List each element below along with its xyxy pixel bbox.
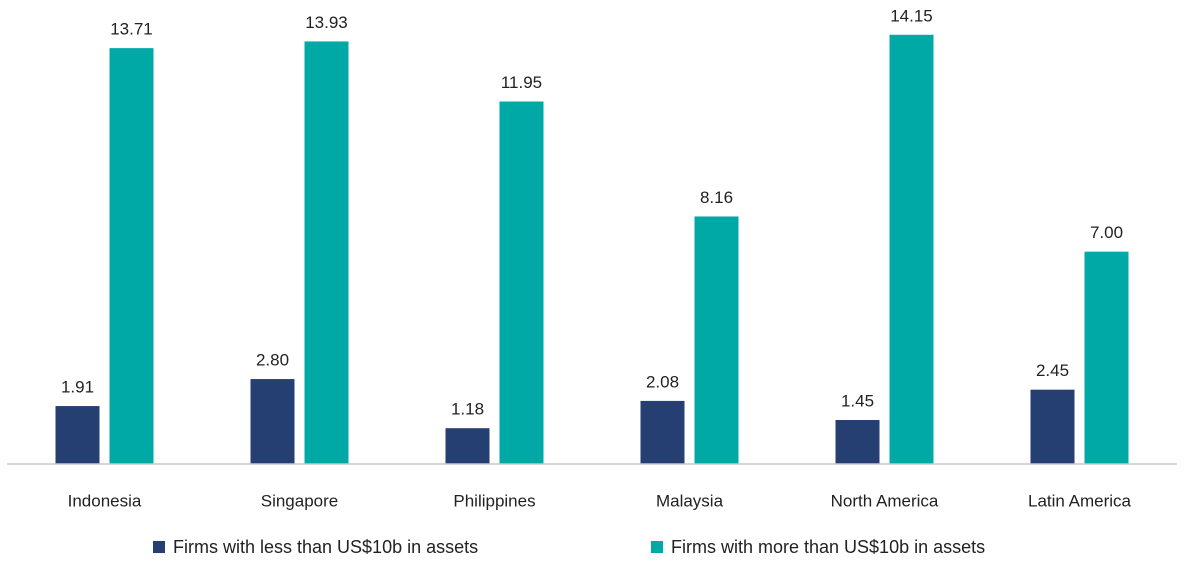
x-tick-label: Latin America (1028, 491, 1132, 510)
data-label: 7.00 (1090, 223, 1123, 242)
x-tick-label: Indonesia (68, 491, 142, 510)
bar (109, 48, 154, 464)
data-label: 2.08 (646, 372, 679, 391)
x-tick-label: Singapore (261, 491, 339, 510)
bar (835, 420, 880, 464)
bar (640, 400, 685, 464)
data-label: 13.93 (305, 13, 348, 32)
x-tick-label: North America (831, 491, 939, 510)
data-label: 2.80 (256, 351, 289, 370)
bar (499, 101, 544, 465)
data-label: 11.95 (501, 73, 542, 92)
bar (694, 216, 739, 464)
data-label: 8.16 (700, 188, 733, 207)
bar (889, 34, 934, 465)
x-tick-label: Malaysia (656, 491, 724, 510)
bar (55, 406, 100, 464)
bar (250, 379, 295, 464)
legend-swatch (651, 541, 663, 553)
data-label: 13.71 (110, 20, 153, 39)
legend-label: Firms with more than US$10b in assets (671, 537, 985, 557)
x-tick-label: Philippines (453, 491, 535, 510)
legend-label: Firms with less than US$10b in assets (173, 537, 478, 557)
data-label: 14.15 (890, 6, 933, 25)
bar (304, 41, 349, 464)
bar (445, 428, 490, 464)
data-label: 1.45 (841, 392, 874, 411)
bar (1030, 389, 1075, 464)
data-label: 1.91 (61, 378, 94, 397)
legend-swatch (153, 541, 165, 553)
data-label: 1.18 (451, 400, 484, 419)
data-label: 2.45 (1036, 361, 1069, 380)
bar (1084, 251, 1129, 464)
